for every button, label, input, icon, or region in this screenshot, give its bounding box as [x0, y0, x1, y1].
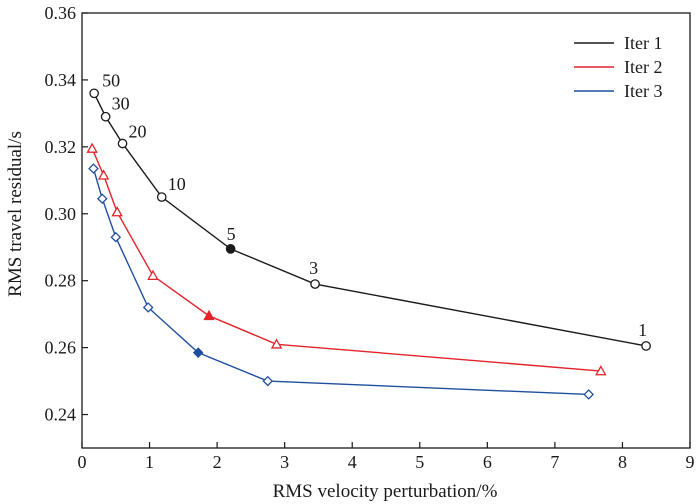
series-2-point-6 — [595, 365, 607, 376]
x-tick-label-1: 1 — [145, 452, 154, 472]
x-tick-label-5: 5 — [415, 452, 424, 472]
series-1-point-0 — [89, 88, 100, 99]
series-1-point-5 — [310, 279, 320, 289]
x-tick-label-8: 8 — [618, 452, 627, 472]
series-3-point-5 — [262, 375, 274, 387]
x-tick-label-2: 2 — [213, 452, 222, 472]
y-tick-label-5: 0.34 — [45, 70, 77, 90]
point-label-30: 30 — [112, 94, 130, 114]
point-label-1: 1 — [638, 320, 647, 340]
y-tick-label-1: 0.26 — [45, 338, 77, 358]
x-tick-label-7: 7 — [550, 452, 559, 472]
y-tick-label-2: 0.28 — [45, 271, 77, 291]
series-2-point-3 — [147, 269, 159, 281]
legend-label-2: Iter 2 — [624, 57, 662, 77]
series-3-point-3 — [142, 302, 154, 313]
x-tick-label-0: 0 — [78, 452, 87, 472]
series-2 — [86, 142, 607, 376]
series-1 — [89, 88, 651, 351]
plot-frame — [81, 12, 691, 449]
series-1-point-2 — [117, 138, 128, 149]
y-tick-label-4: 0.32 — [45, 137, 77, 157]
x-tick-label-4: 4 — [348, 452, 357, 472]
y-tick-label-0: 0.24 — [45, 405, 77, 425]
series-3-point-6 — [583, 389, 594, 400]
point-label-5: 5 — [227, 224, 236, 244]
legend: Iter 1 Iter 2 Iter 3 — [574, 33, 662, 101]
plot-frame-group — [81, 12, 691, 449]
series-3-line — [92, 168, 589, 396]
series-3-point-1 — [96, 193, 108, 205]
series-2-point-2 — [111, 206, 123, 217]
series-2-point-4 — [203, 309, 215, 321]
series-1-point-3 — [156, 192, 167, 202]
series-1-point-6 — [641, 341, 651, 351]
legend-label-1: Iter 1 — [624, 33, 662, 53]
series-2-point-1 — [97, 169, 110, 180]
series-2-point-0 — [86, 142, 98, 153]
point-label-20: 20 — [129, 122, 147, 142]
series-group — [86, 88, 651, 400]
y-tick-label-6: 0.36 — [45, 3, 77, 23]
x-tick-label-9: 9 — [686, 452, 695, 472]
series-1-point-1 — [100, 111, 111, 122]
point-label-50: 50 — [102, 70, 120, 90]
point-label-3: 3 — [309, 258, 318, 278]
series-3 — [88, 163, 594, 400]
x-axis-title: RMS velocity perturbation/% — [273, 481, 498, 502]
legend-label-3: Iter 3 — [624, 81, 662, 101]
x-tick-label-3: 3 — [280, 452, 289, 472]
ticks-group: 0 1 2 3 4 5 6 7 8 9 0.24 0.26 0.28 0.30 0.32 0.34 0.36 — [45, 3, 695, 472]
series-3-point-2 — [110, 231, 122, 243]
point-labels-group: 50 30 20 10 5 3 1 — [102, 70, 647, 340]
series-3-point-0 — [88, 163, 99, 174]
x-tick-label-6: 6 — [483, 452, 492, 472]
series-2-point-5 — [270, 338, 283, 349]
series-1-line — [93, 92, 647, 347]
point-label-10: 10 — [168, 174, 186, 194]
y-axis-title: RMS travel residual/s — [5, 131, 26, 297]
series-1-point-4 — [225, 244, 236, 254]
y-tick-label-3: 0.30 — [45, 204, 77, 224]
series-3-point-4 — [192, 347, 204, 358]
